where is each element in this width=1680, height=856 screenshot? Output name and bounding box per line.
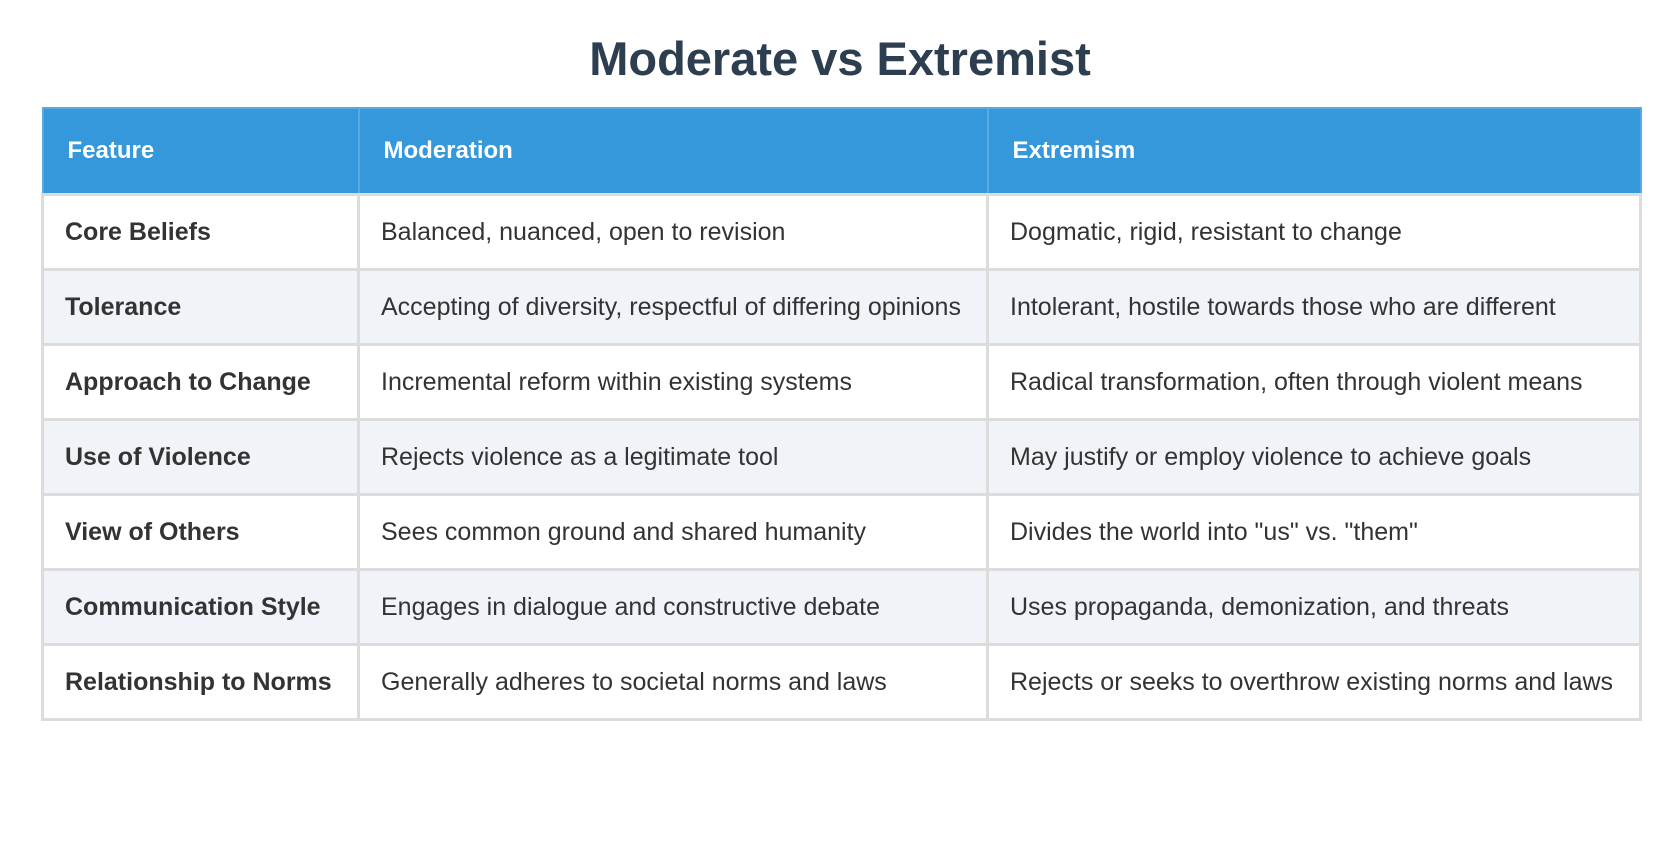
header-row: Feature Moderation Extremism [41,107,1642,195]
table-cell: Generally adheres to societal norms and … [357,642,989,721]
page-title: Moderate vs Extremist [589,32,1091,85]
table-row: Approach to Change Incremental reform wit… [41,342,1642,421]
table-cell: Engages in dialogue and constructive deb… [357,567,989,646]
header-cell: Extremism [986,107,1642,195]
feature-cell: Core Beliefs [41,192,360,271]
table-row: Tolerance Accepting of diversity, respect… [41,267,1642,346]
feature-cell: Relationship to Norms [41,642,360,721]
table-cell: Uses propaganda, demonization, and threa… [986,567,1642,646]
table-row: Communication Style Engages in dialogue a… [41,567,1642,646]
table-cell: Divides the world into "us" vs. "them" [986,492,1642,571]
table-cell: Balanced, nuanced, open to revision [357,192,989,271]
table-cell: Accepting of diversity, respectful of di… [357,267,989,346]
table-cell: Sees common ground and shared humanity [357,492,989,571]
header-cell: Feature [41,107,360,195]
header-cell: Moderation [357,107,989,195]
feature-cell: Approach to Change [41,342,360,421]
table-row: View of Others Sees common ground and sha… [41,492,1642,571]
feature-cell: Tolerance [41,267,360,346]
table-cell: May justify or employ violence to achiev… [986,417,1642,496]
table-row: Core Beliefs Balanced, nuanced, open to r… [41,192,1642,271]
table-cell: Intolerant, hostile towards those who ar… [986,267,1642,346]
table-cell: Dogmatic, rigid, resistant to change [986,192,1642,271]
table-body: Core Beliefs Balanced, nuanced, open to r… [41,192,1642,721]
feature-cell: View of Others [41,492,360,571]
table-row: Use of Violence Rejects violence as a leg… [41,417,1642,496]
feature-cell: Communication Style [41,567,360,646]
table-cell: Radical transformation, often through vi… [986,342,1642,421]
table-cell: Rejects violence as a legitimate tool [357,417,989,496]
table-cell: Rejects or seeks to overthrow existing n… [986,642,1642,721]
table-cell: Incremental reform within existing syste… [357,342,989,421]
feature-cell: Use of Violence [41,417,360,496]
table-row: Relationship to Norms Generally adheres t… [41,642,1642,721]
comparison-table: Feature Moderation Extremism Core Beliefs B… [41,107,1642,721]
